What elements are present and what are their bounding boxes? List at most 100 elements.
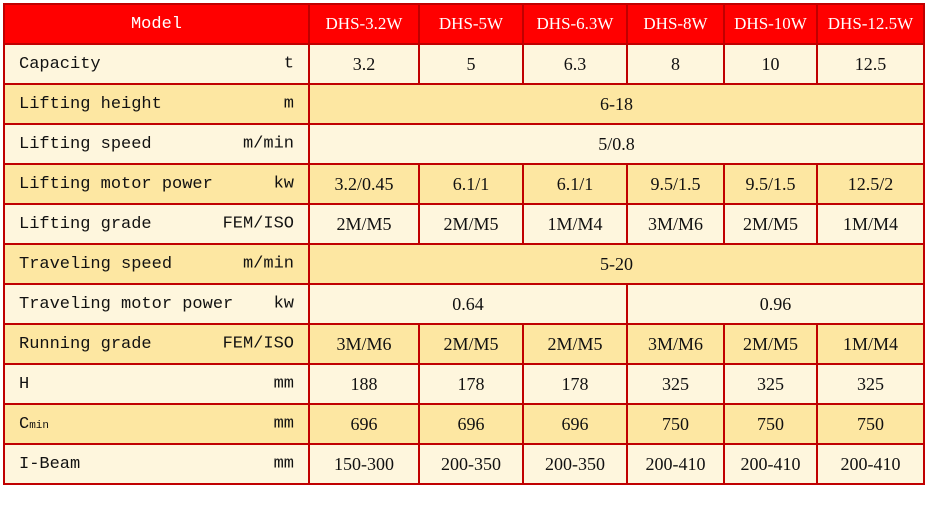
table-row: Lifting speed m/min 5/0.8 [3,123,925,165]
row-label-cell: Running grade FEM/ISO [3,323,310,365]
row-unit: kw [273,174,294,194]
row-label: Traveling speed [19,254,173,274]
value-cell: 178 [522,363,628,405]
value-cell: 6.3 [522,43,628,85]
value-cell: 12.5/2 [816,163,925,205]
row-unit: FEM/ISO [222,334,294,354]
table-row: Traveling speed m/min 5-20 [3,243,925,285]
value-cell: 1M/M4 [522,203,628,245]
row-unit: mm [273,454,294,474]
value-cell: 5 [418,43,524,85]
model-header: Model [3,3,310,45]
value-cell: 3.2 [308,43,420,85]
value-cell: 6-18 [308,83,925,125]
value-cell: 188 [308,363,420,405]
value-cell: 200-350 [418,443,524,485]
value-cell: 8 [626,43,725,85]
value-cell: 6.1/1 [522,163,628,205]
value-cell: 2M/M5 [418,203,524,245]
value-cell: 2M/M5 [308,203,420,245]
model-name: DHS-8W [626,3,725,45]
table-row: Capacity t 3.2 5 6.3 8 10 12.5 [3,43,925,85]
table-row: I-Beam mm 150-300 200-350 200-350 200-410 200-… [3,443,925,485]
value-cell: 12.5 [816,43,925,85]
table-row: Lifting grade FEM/ISO 2M/M5 2M/M5 1M/M4 3M/M6… [3,203,925,245]
value-cell: 750 [723,403,818,445]
model-name: DHS-12.5W [816,3,925,45]
row-label: Lifting height [19,94,162,114]
value-cell: 1M/M4 [816,323,925,365]
value-cell: 696 [522,403,628,445]
value-cell: 325 [723,363,818,405]
row-unit: FEM/ISO [222,214,294,234]
value-cell: 5-20 [308,243,925,285]
value-cell: 3M/M6 [308,323,420,365]
row-label-cell: Lifting grade FEM/ISO [3,203,310,245]
table-row: Cmin mm 696 696 696 750 750 750 [3,403,925,445]
row-unit: t [283,54,294,74]
row-label: I-Beam [19,454,81,474]
value-cell: 2M/M5 [723,323,818,365]
value-cell: 3.2/0.45 [308,163,420,205]
row-label-cell: Lifting motor power kw [3,163,310,205]
value-cell: 178 [418,363,524,405]
value-cell: 200-410 [626,443,725,485]
row-label-cell: Traveling speed m/min [3,243,310,285]
row-unit: m [283,94,294,114]
row-label-cell: Lifting height m [3,83,310,125]
value-cell: 0.96 [626,283,925,325]
table-row: Running grade FEM/ISO 3M/M6 2M/M5 2M/M5 3M/M6… [3,323,925,365]
row-label-cell: Traveling motor power kw [3,283,310,325]
row-label-cell: Cmin mm [3,403,310,445]
row-label: C [19,414,30,434]
value-cell: 150-300 [308,443,420,485]
row-label-cell: Lifting speed m/min [3,123,310,165]
value-cell: 750 [816,403,925,445]
model-name: DHS-6.3W [522,3,628,45]
value-cell: 5/0.8 [308,123,925,165]
value-cell: 750 [626,403,725,445]
value-cell: 696 [308,403,420,445]
specification-table: Model DHS-3.2W DHS-5W DHS-6.3W DHS-8W DH… [3,3,925,485]
row-label: Lifting speed [19,134,152,154]
row-unit: mm [273,374,294,394]
row-label-subscript: min [29,419,50,432]
header-row: Model DHS-3.2W DHS-5W DHS-6.3W DHS-8W DH… [3,3,925,45]
row-unit: kw [273,294,294,314]
value-cell: 2M/M5 [723,203,818,245]
value-cell: 200-350 [522,443,628,485]
row-label: Capacity [19,54,101,74]
model-name: DHS-3.2W [308,3,420,45]
row-label: Lifting grade [19,214,152,234]
row-label: H [19,374,30,394]
value-cell: 325 [816,363,925,405]
row-label: Lifting motor power [19,174,213,194]
row-unit: m/min [242,134,294,154]
row-label: Traveling motor power [19,294,234,314]
row-unit: mm [273,414,294,434]
value-cell: 1M/M4 [816,203,925,245]
table-row: Traveling motor power kw 0.64 0.96 [3,283,925,325]
row-unit: m/min [242,254,294,274]
table-row: Lifting motor power kw 3.2/0.45 6.1/1 6.1/1 9… [3,163,925,205]
value-cell: 325 [626,363,725,405]
value-cell: 9.5/1.5 [626,163,725,205]
row-label-cell: Capacity t [3,43,310,85]
value-cell: 9.5/1.5 [723,163,818,205]
value-cell: 200-410 [723,443,818,485]
value-cell: 2M/M5 [418,323,524,365]
value-cell: 6.1/1 [418,163,524,205]
value-cell: 3M/M6 [626,323,725,365]
table-row: Lifting height m 6-18 [3,83,925,125]
row-label: Running grade [19,334,152,354]
row-label-cell: I-Beam mm [3,443,310,485]
model-name: DHS-10W [723,3,818,45]
value-cell: 2M/M5 [522,323,628,365]
value-cell: 696 [418,403,524,445]
value-cell: 200-410 [816,443,925,485]
value-cell: 3M/M6 [626,203,725,245]
value-cell: 0.64 [308,283,628,325]
value-cell: 10 [723,43,818,85]
